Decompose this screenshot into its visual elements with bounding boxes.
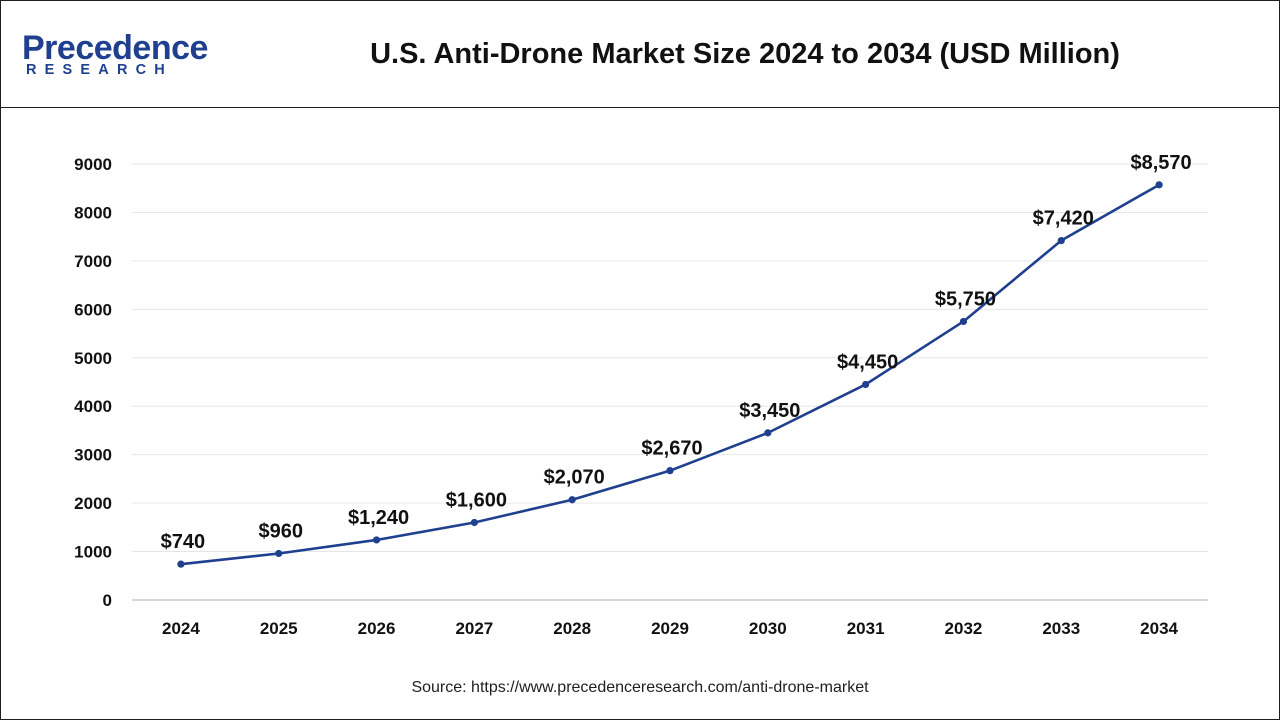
x-tick-label: 2034 bbox=[1140, 619, 1178, 638]
data-point bbox=[568, 496, 576, 504]
data-point bbox=[1057, 236, 1065, 245]
y-axis: 0 1000 2000 3000 4000 5000 6000 7000 8000 9000 bbox=[74, 155, 112, 610]
data-labels: $740 $960 $1,240 $1,600 $2,070 $2,670 $3,450 $4… bbox=[161, 152, 1192, 553]
data-point bbox=[1155, 181, 1163, 189]
x-tick-label: 2029 bbox=[651, 619, 689, 638]
x-tick-label: 2026 bbox=[358, 619, 396, 638]
y-tick-label: 4000 bbox=[74, 397, 112, 416]
series bbox=[177, 181, 1163, 568]
y-tick-label: 6000 bbox=[74, 300, 112, 319]
x-tick-label: 2032 bbox=[945, 619, 983, 638]
x-tick-label: 2024 bbox=[162, 619, 200, 638]
y-tick-label: 3000 bbox=[74, 446, 112, 465]
header-divider bbox=[0, 107, 1280, 108]
x-tick-label: 2025 bbox=[260, 619, 298, 638]
data-label: $7,420 bbox=[1033, 208, 1094, 230]
data-label: $1,600 bbox=[446, 489, 507, 511]
data-label: $4,450 bbox=[837, 351, 898, 373]
y-tick-label: 7000 bbox=[74, 252, 112, 271]
y-tick-label: 0 bbox=[103, 591, 112, 610]
y-tick-label: 9000 bbox=[74, 155, 112, 174]
series-line bbox=[180, 183, 1160, 566]
source-note: Source: https://www.precedenceresearch.c… bbox=[411, 679, 869, 696]
x-tick-label: 2033 bbox=[1042, 619, 1080, 638]
x-tick-label: 2031 bbox=[847, 619, 885, 638]
data-point bbox=[862, 380, 870, 389]
data-label: $740 bbox=[161, 531, 206, 553]
data-point bbox=[959, 317, 968, 326]
brand-subtitle: RESEARCH bbox=[26, 62, 173, 78]
brand-logo: Precedence RESEARCH bbox=[22, 28, 222, 88]
x-axis: 2024 2025 2026 2027 2028 2029 2030 2031 2032 2033… bbox=[132, 599, 1208, 638]
brand-name: Precedence bbox=[22, 29, 208, 67]
data-label: $3,450 bbox=[739, 400, 800, 422]
y-tick-label: 2000 bbox=[74, 494, 112, 513]
data-point bbox=[666, 467, 674, 475]
line-chart: 0 1000 2000 3000 4000 5000 6000 7000 8000 9000 20… bbox=[74, 152, 1208, 638]
data-label: $2,070 bbox=[544, 467, 605, 489]
data-point bbox=[764, 429, 772, 437]
y-tick-label: 1000 bbox=[74, 543, 112, 562]
chart-title: U.S. Anti-Drone Market Size 2024 to 2034… bbox=[370, 38, 1120, 70]
gridlines bbox=[132, 163, 1208, 553]
y-tick-label: 5000 bbox=[74, 349, 112, 368]
data-point bbox=[372, 536, 381, 544]
data-label: $5,750 bbox=[935, 288, 996, 310]
data-point bbox=[177, 560, 185, 568]
x-tick-label: 2030 bbox=[749, 619, 787, 638]
data-label: $960 bbox=[258, 520, 303, 542]
x-tick-label: 2028 bbox=[553, 619, 591, 638]
data-point bbox=[470, 518, 478, 527]
data-label: $8,570 bbox=[1131, 152, 1192, 174]
y-tick-label: 8000 bbox=[74, 203, 112, 222]
data-label: $1,240 bbox=[348, 507, 409, 529]
data-point bbox=[275, 549, 283, 558]
x-tick-label: 2027 bbox=[455, 619, 493, 638]
data-label: $2,670 bbox=[641, 438, 702, 460]
